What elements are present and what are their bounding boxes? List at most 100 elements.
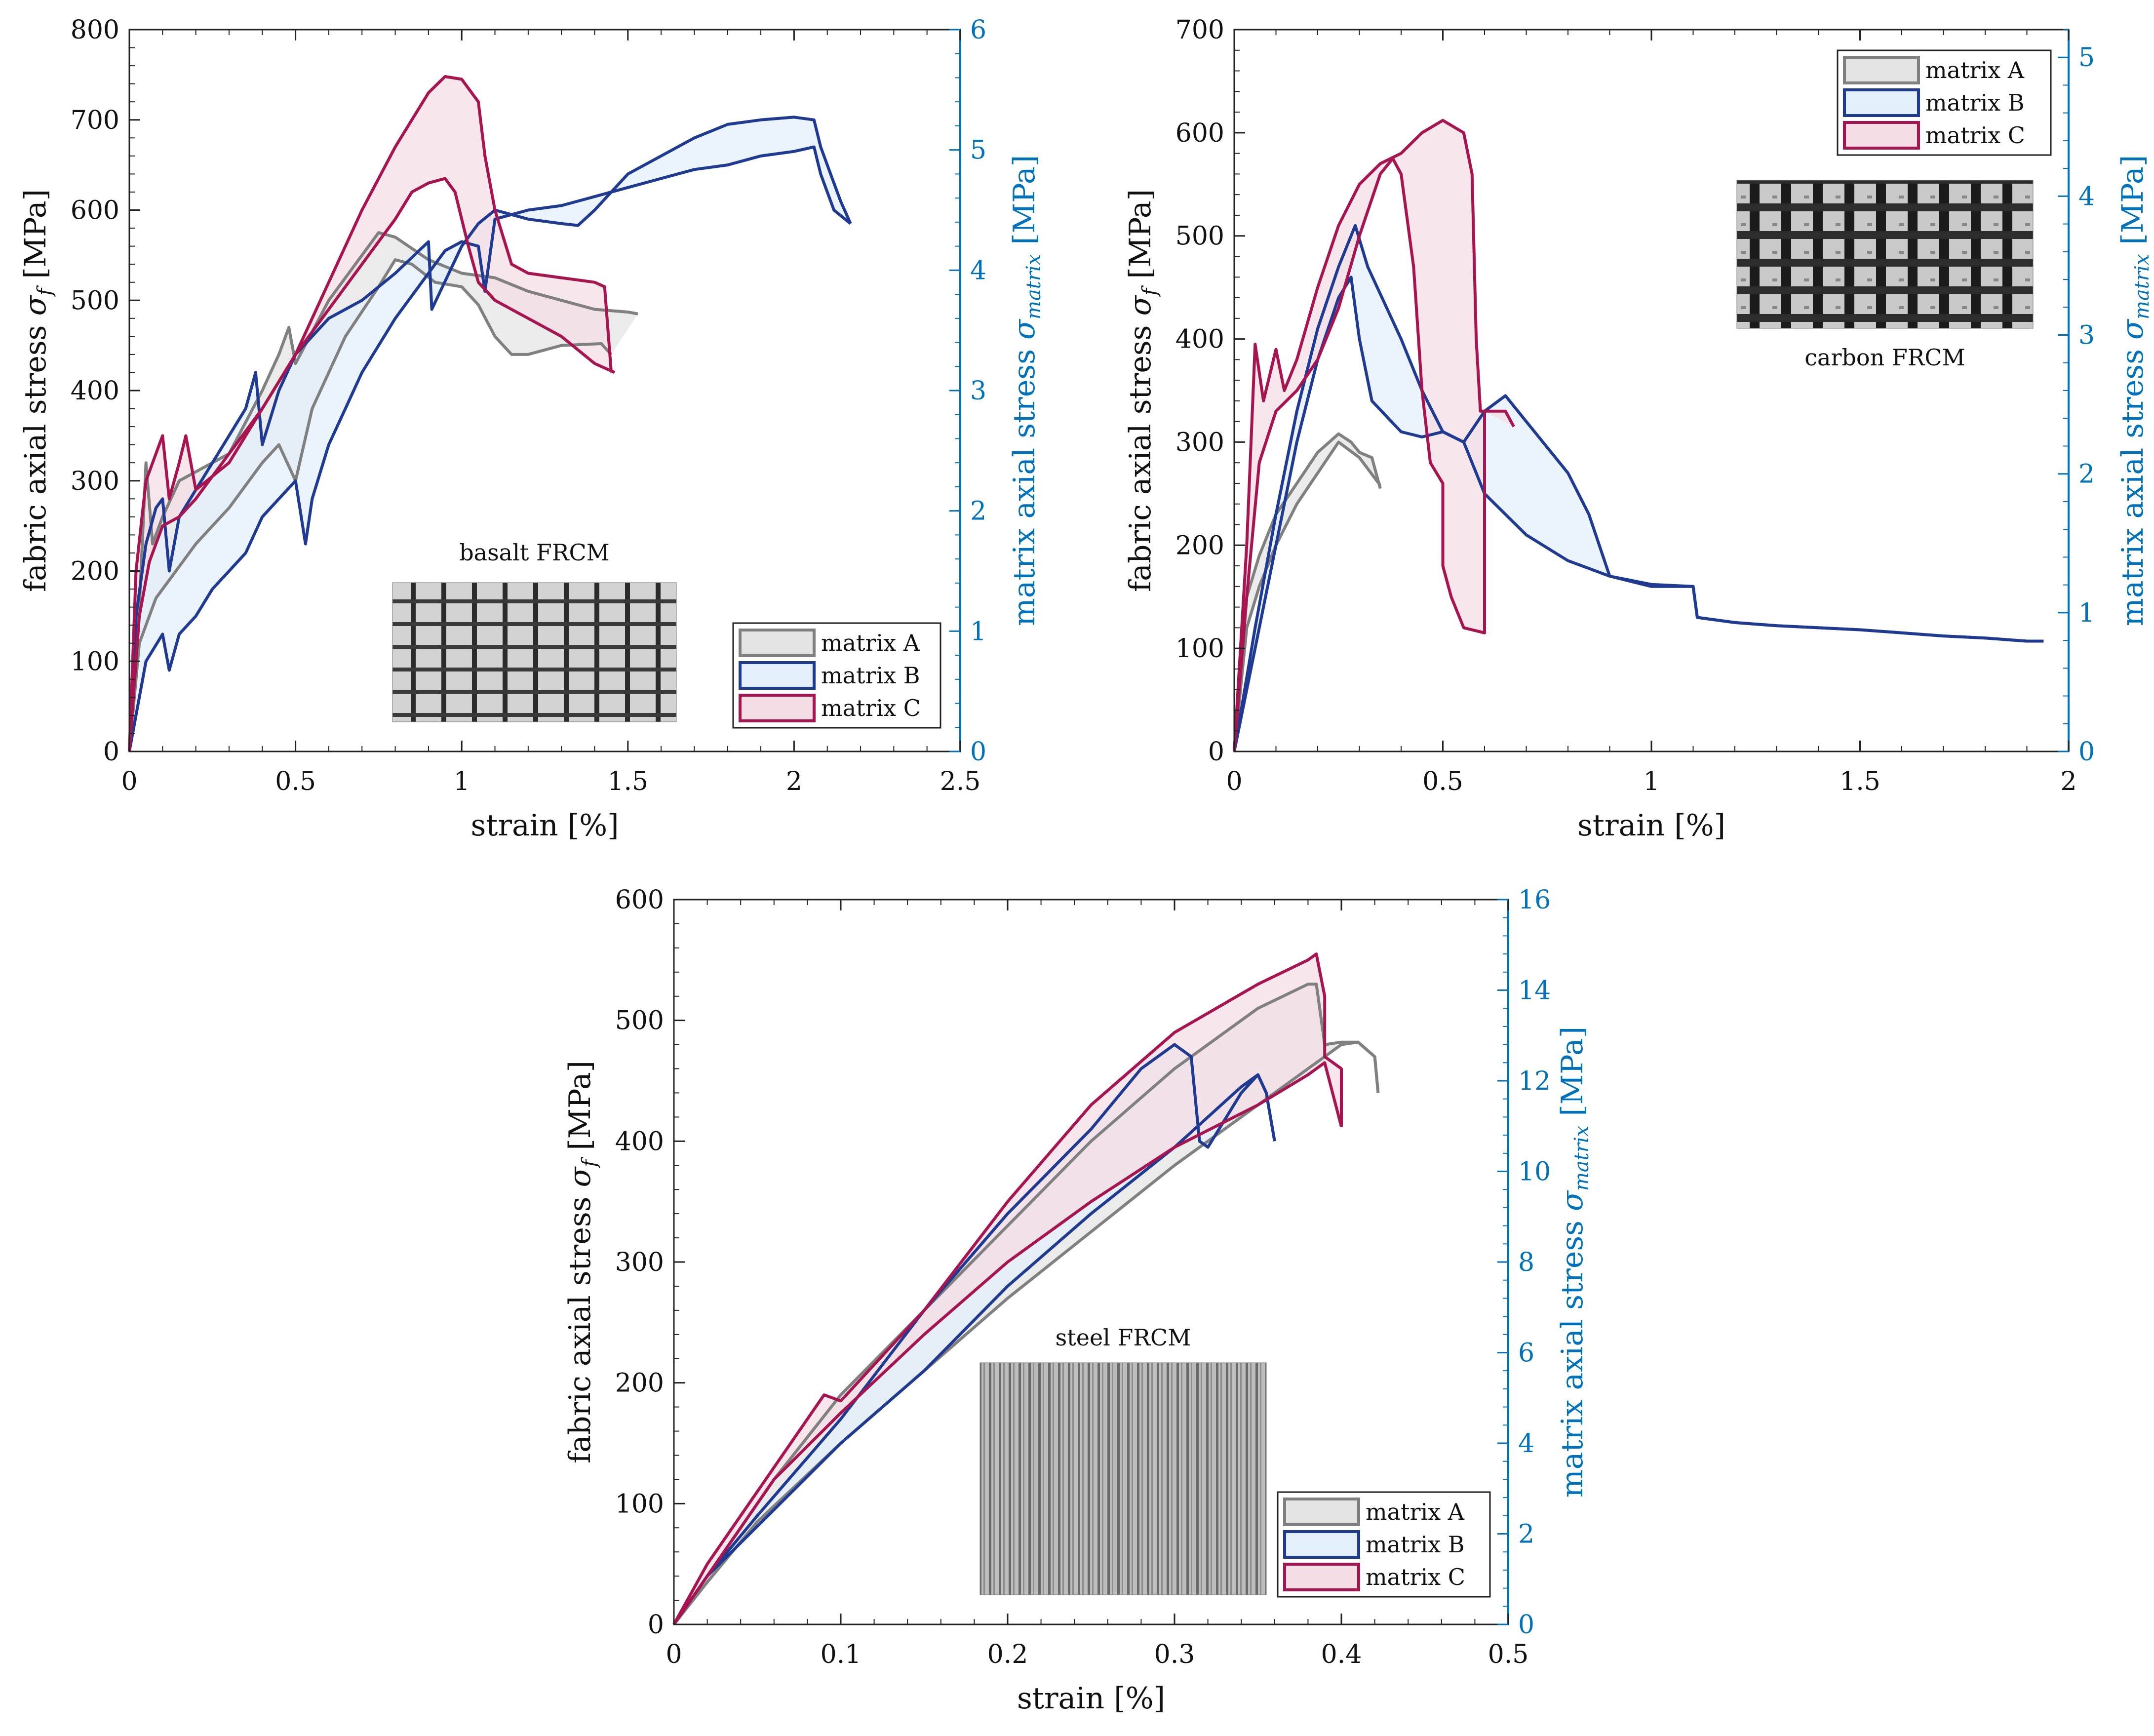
legend-label: matrix C: [1925, 122, 2025, 149]
y2-tick-label: 6: [970, 15, 986, 45]
x-tick-label: 1.5: [1840, 767, 1880, 796]
y2-tick-label: 3: [2078, 321, 2095, 351]
series-band-matrix-c: [129, 77, 615, 751]
legend-label: matrix B: [821, 662, 920, 689]
y-tick-label: 300: [615, 1248, 664, 1277]
x-tick-label: 1: [1643, 767, 1659, 796]
chart-steel: 0 0.1 0.2 0.3 0.4 0.5010020030040050060002468…: [563, 885, 1593, 1716]
series-line-matrix-c-upper: [672, 952, 1343, 1625]
y2-axis-label: matrix axial stress σmatrix [MPa]: [1007, 155, 1045, 626]
series-band-matrix-c: [674, 954, 1341, 1624]
fabric-inset-image: [392, 582, 677, 722]
y-tick-label: 400: [615, 1127, 664, 1156]
legend-swatch: [739, 629, 816, 657]
y-tick-label: 400: [71, 376, 119, 406]
x-tick-label: 0.5: [275, 767, 316, 796]
series-line-matrix-c-upper: [128, 75, 613, 752]
legend-swatch: [739, 661, 816, 690]
y2-tick-label: 1: [2078, 598, 2095, 628]
y-tick-label: 500: [1175, 222, 1224, 251]
legend-swatch: [1843, 56, 1920, 84]
y2-tick-label: 6: [1518, 1339, 1534, 1368]
series-line-matrix-b-lower: [1233, 276, 2044, 752]
series-line-matrix-c-upper: [1233, 118, 1515, 752]
y2-axis-label: matrix axial stress σmatrix [MPa]: [1555, 1026, 1593, 1498]
series-line-matrix-a-lower: [672, 1040, 1380, 1625]
legend-swatch: [1283, 1563, 1360, 1591]
chart-carbon: 0 0.5 1 1.5 20100200300400500600700012345str…: [1123, 15, 2154, 843]
y2-tick-label: 5: [970, 136, 986, 165]
y2-tick-label: 0: [970, 737, 986, 767]
y2-tick-label: 10: [1518, 1157, 1551, 1187]
y2-tick-label: 0: [1518, 1610, 1534, 1640]
fabric-inset-image: [979, 1362, 1267, 1595]
inset-caption: carbon FRCM: [1804, 344, 1965, 371]
y2-tick-label: 16: [1518, 885, 1551, 915]
y-axis-label: fabric axial stress σf [MPa]: [18, 189, 56, 592]
series-line-matrix-c-lower: [128, 177, 616, 752]
y2-tick-label: 14: [1518, 976, 1551, 1006]
y2-tick-label: 0: [2078, 737, 2095, 767]
x-tick-label: 0.5: [1488, 1640, 1529, 1669]
y-tick-label: 0: [648, 1610, 664, 1640]
x-tick-label: 0.1: [821, 1640, 862, 1669]
legend-label: matrix B: [1925, 89, 2025, 116]
series-line-matrix-a-lower: [1233, 440, 1382, 752]
series-line-matrix-b-lower: [672, 1073, 1276, 1625]
y-tick-label: 0: [103, 737, 119, 767]
y-tick-label: 300: [71, 467, 119, 496]
legend-label: matrix A: [1366, 1499, 1465, 1525]
legend-label: matrix C: [821, 695, 921, 721]
series-line-matrix-b-lower: [128, 145, 852, 752]
y-tick-label: 800: [71, 15, 119, 45]
x-tick-label: 0: [666, 1640, 682, 1669]
inset-caption: steel FRCM: [1056, 1324, 1191, 1351]
inset-caption: basalt FRCM: [459, 539, 610, 566]
series-line-matrix-c-lower: [672, 1061, 1343, 1625]
legend-label: matrix C: [1366, 1564, 1465, 1590]
legend-swatch: [1283, 1498, 1360, 1526]
chart-basalt: 0 0.5 1 1.5 2 2.50100200300400500600700800012…: [18, 15, 1045, 843]
x-axis-label: strain [%]: [1017, 1681, 1165, 1716]
y2-tick-label: 4: [970, 256, 986, 285]
x-tick-label: 2.5: [940, 767, 981, 796]
legend-swatch: [1843, 121, 1920, 150]
legend-swatch: [1283, 1530, 1360, 1559]
series-line-matrix-b-upper: [128, 116, 852, 752]
y-tick-label: 100: [615, 1489, 664, 1519]
x-tick-label: 2: [2060, 767, 2076, 796]
y2-tick-label: 8: [1518, 1248, 1534, 1277]
y-tick-label: 300: [1175, 428, 1224, 457]
y-axis-label: fabric axial stress σf [MPa]: [1123, 189, 1161, 592]
legend-label: matrix A: [1925, 57, 2025, 83]
y2-tick-label: 2: [1518, 1520, 1534, 1549]
x-axis-label: strain [%]: [470, 808, 619, 843]
y-tick-label: 600: [1175, 118, 1224, 148]
series-line-matrix-b-upper: [672, 1043, 1276, 1625]
y-axis-label: fabric axial stress σf [MPa]: [563, 1061, 601, 1463]
y2-tick-label: 1: [970, 617, 986, 646]
y2-tick-label: 4: [1518, 1429, 1534, 1459]
x-tick-label: 0.5: [1422, 767, 1463, 796]
x-tick-label: 0: [121, 767, 137, 796]
y2-tick-label: 2: [970, 497, 986, 526]
x-axis-label: strain [%]: [1577, 808, 1725, 843]
x-tick-label: 0.2: [987, 1640, 1028, 1669]
y-tick-label: 100: [1175, 634, 1224, 664]
y-tick-label: 200: [1175, 531, 1224, 560]
y-tick-label: 500: [615, 1006, 664, 1036]
x-tick-label: 2: [786, 767, 802, 796]
y-tick-label: 200: [615, 1369, 664, 1398]
y2-tick-label: 5: [2078, 43, 2095, 73]
y-tick-label: 700: [71, 106, 119, 135]
y2-tick-label: 3: [970, 376, 986, 406]
x-tick-label: 1.5: [607, 767, 648, 796]
series-line-matrix-a-upper: [1233, 432, 1382, 752]
y-tick-label: 0: [1208, 737, 1224, 767]
y2-tick-label: 12: [1518, 1066, 1551, 1096]
series-line-matrix-c-lower: [1233, 157, 1486, 752]
legend-swatch: [739, 694, 816, 722]
y-tick-label: 600: [71, 196, 119, 226]
y2-axis-label: matrix axial stress σmatrix [MPa]: [2115, 155, 2154, 626]
